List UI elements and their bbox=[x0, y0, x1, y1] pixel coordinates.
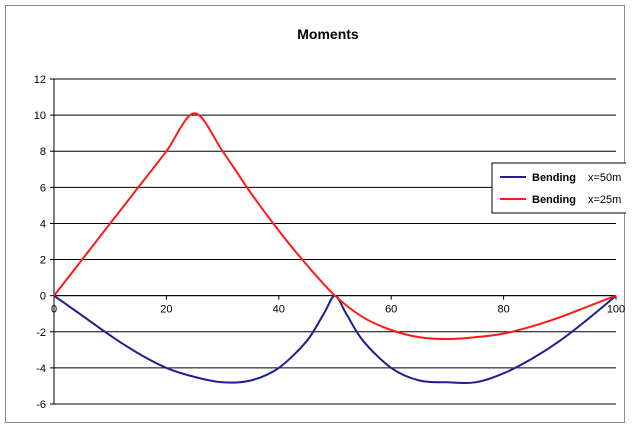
grid-layer bbox=[54, 78, 616, 405]
y-tick-label: 8 bbox=[40, 146, 46, 158]
y-tick-label: -2 bbox=[36, 327, 46, 339]
series-line-2 bbox=[53, 112, 617, 341]
moments-chart: Moments -6 -4 -2 0 2 4 6 8 10 12 0 20 40 60 80 100 Bend… bbox=[34, 26, 626, 411]
legend-suffix: x=25m bbox=[588, 194, 621, 206]
y-tick-label: 4 bbox=[40, 218, 46, 230]
y-tick-label: 10 bbox=[34, 110, 46, 122]
x-tick-label: 100 bbox=[607, 304, 625, 316]
y-tick-label: 2 bbox=[40, 255, 46, 267]
chart-title: Moments bbox=[297, 26, 359, 42]
x-tick-label: 0 bbox=[51, 304, 57, 316]
y-tick-label: -6 bbox=[36, 399, 46, 411]
chart-frame: Moments -6 -4 -2 0 2 4 6 8 10 12 0 20 40 60 80 100 Bend… bbox=[5, 5, 626, 423]
legend-box bbox=[491, 162, 626, 214]
x-tick-label: 60 bbox=[385, 304, 397, 316]
x-tick-label: 80 bbox=[497, 304, 509, 316]
legend-suffix: x=50m bbox=[588, 172, 621, 184]
y-tick-label: 6 bbox=[40, 182, 46, 194]
series-line-1 bbox=[53, 294, 617, 385]
x-tick-label: 40 bbox=[273, 304, 285, 316]
legend-label: Bending bbox=[532, 194, 576, 206]
y-tick-label: 12 bbox=[34, 74, 46, 86]
x-tick-label: 20 bbox=[160, 304, 172, 316]
axis-layer: -6 -4 -2 0 2 4 6 8 10 12 0 20 40 60 80 100 bbox=[34, 74, 625, 411]
series-layer bbox=[53, 112, 617, 385]
legend-label: Bending bbox=[532, 172, 576, 184]
legend: Bending x=50m Bending x=25m bbox=[491, 162, 626, 214]
y-tick-label: -4 bbox=[36, 363, 46, 375]
y-tick-label: 0 bbox=[40, 291, 46, 303]
